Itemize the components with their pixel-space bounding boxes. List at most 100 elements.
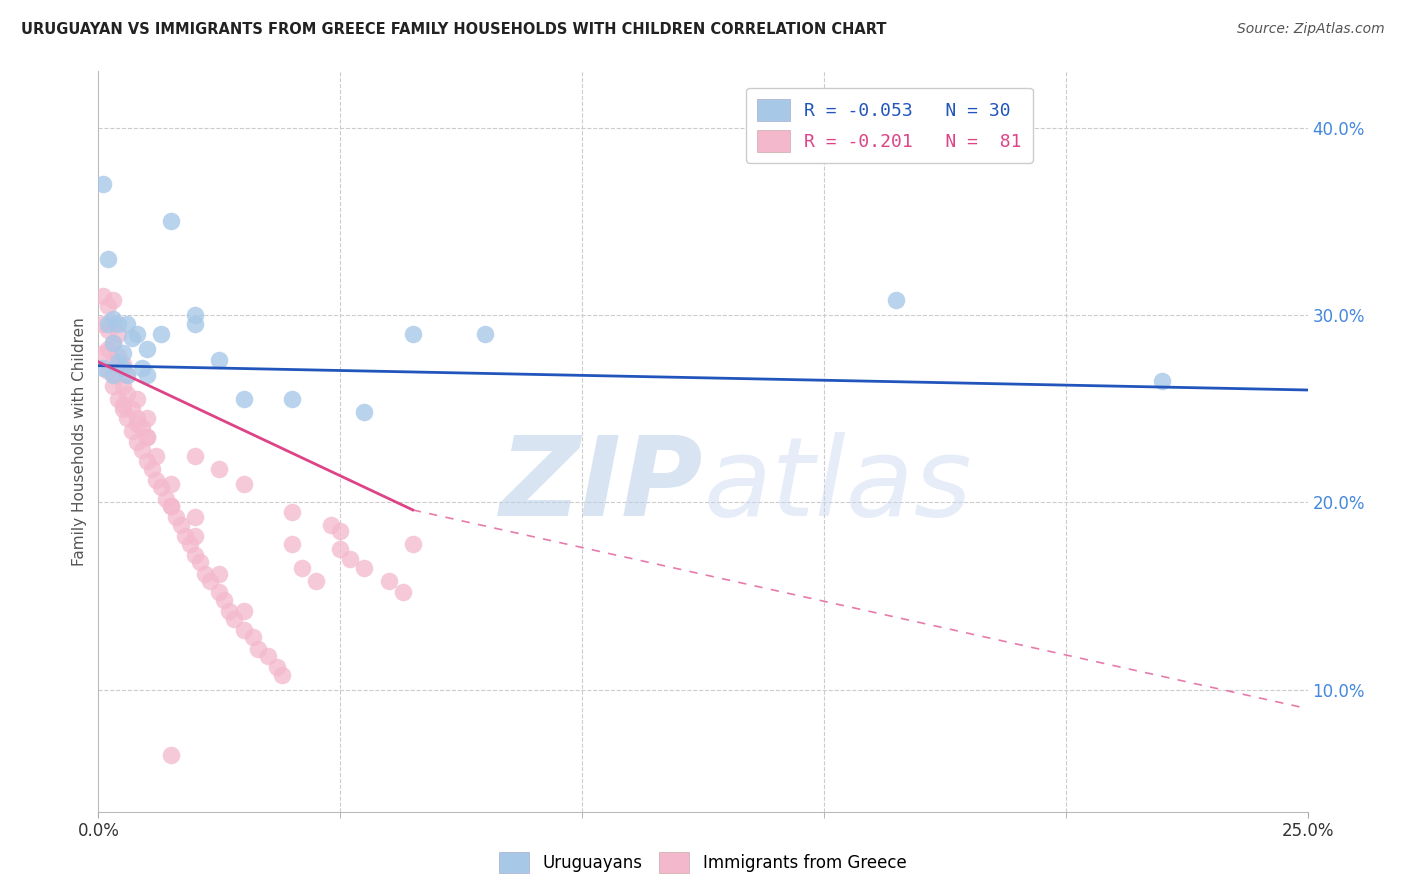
Point (131, 360, 153, 375)
Point (160, 748, 183, 763)
Point (232, 392, 254, 407)
Point (91, 345, 114, 359)
Point (281, 537, 304, 551)
Point (135, 368, 157, 382)
Point (160, 499, 183, 513)
Point (135, 454, 157, 468)
Point (117, 318, 139, 332)
Point (101, 316, 124, 330)
Point (281, 505, 304, 519)
Point (111, 398, 134, 412)
Point (208, 461, 231, 475)
Point (107, 368, 129, 382)
Point (121, 401, 143, 416)
Point (127, 435, 149, 450)
Point (184, 318, 207, 332)
Point (271, 668, 294, 682)
Point (111, 345, 134, 359)
Point (91, 360, 114, 375)
Point (232, 623, 254, 637)
Point (179, 537, 201, 551)
Point (329, 524, 352, 538)
Point (474, 326, 496, 341)
Point (101, 336, 124, 351)
Point (111, 401, 134, 416)
Point (247, 641, 270, 656)
Text: URUGUAYAN VS IMMIGRANTS FROM GREECE FAMILY HOUSEHOLDS WITH CHILDREN CORRELATION : URUGUAYAN VS IMMIGRANTS FROM GREECE FAMI… (21, 22, 887, 37)
Point (127, 417, 149, 431)
Point (135, 430, 157, 444)
Point (160, 476, 183, 491)
Point (212, 593, 235, 607)
Point (150, 480, 173, 494)
Point (319, 518, 342, 533)
Point (135, 411, 157, 425)
Point (886, 293, 908, 307)
Point (184, 449, 207, 463)
Point (117, 368, 139, 382)
Point (135, 430, 157, 444)
Legend: Uruguayans, Immigrants from Greece: Uruguayans, Immigrants from Greece (492, 846, 914, 880)
Point (174, 529, 197, 543)
Point (101, 336, 124, 351)
Point (165, 510, 187, 524)
Point (101, 311, 124, 326)
Point (97, 323, 120, 337)
Point (198, 574, 221, 589)
Point (107, 349, 129, 363)
Point (184, 308, 207, 322)
Point (160, 214, 183, 228)
Point (131, 420, 153, 434)
Point (242, 631, 264, 645)
Point (184, 529, 207, 543)
Point (145, 449, 167, 463)
Point (101, 355, 124, 369)
Text: Source: ZipAtlas.com: Source: ZipAtlas.com (1237, 22, 1385, 37)
Point (188, 556, 211, 570)
Y-axis label: Family Households with Children: Family Households with Children (72, 318, 87, 566)
Point (101, 368, 124, 382)
Point (97, 364, 120, 378)
Point (305, 574, 328, 589)
Point (402, 537, 425, 551)
Point (184, 548, 207, 562)
Point (184, 510, 207, 524)
Point (145, 473, 167, 487)
Point (169, 518, 191, 533)
Point (117, 411, 139, 425)
Point (141, 461, 163, 475)
Legend: R = -0.053   N = 30, R = -0.201   N =  81: R = -0.053 N = 30, R = -0.201 N = 81 (747, 87, 1032, 162)
Point (97, 252, 120, 266)
Point (97, 318, 120, 332)
Point (155, 491, 177, 506)
Point (232, 604, 254, 618)
Point (107, 326, 129, 341)
Point (91, 177, 114, 191)
Point (281, 392, 304, 407)
Point (402, 326, 425, 341)
Point (218, 604, 240, 618)
Point (91, 318, 114, 332)
Point (232, 476, 254, 491)
Point (353, 405, 375, 419)
Point (208, 353, 231, 368)
Point (329, 542, 352, 557)
Text: atlas: atlas (703, 433, 972, 540)
Point (377, 574, 399, 589)
Point (208, 566, 231, 581)
Point (121, 424, 143, 438)
Text: ZIP: ZIP (499, 433, 703, 540)
Point (127, 411, 149, 425)
Point (111, 360, 134, 375)
Point (101, 379, 124, 393)
Point (117, 368, 139, 382)
Point (111, 379, 134, 393)
Point (107, 318, 129, 332)
Point (117, 386, 139, 401)
Point (127, 392, 149, 407)
Point (121, 330, 143, 344)
Point (97, 299, 120, 313)
Point (150, 326, 173, 341)
Point (131, 442, 153, 457)
Point (208, 585, 231, 599)
